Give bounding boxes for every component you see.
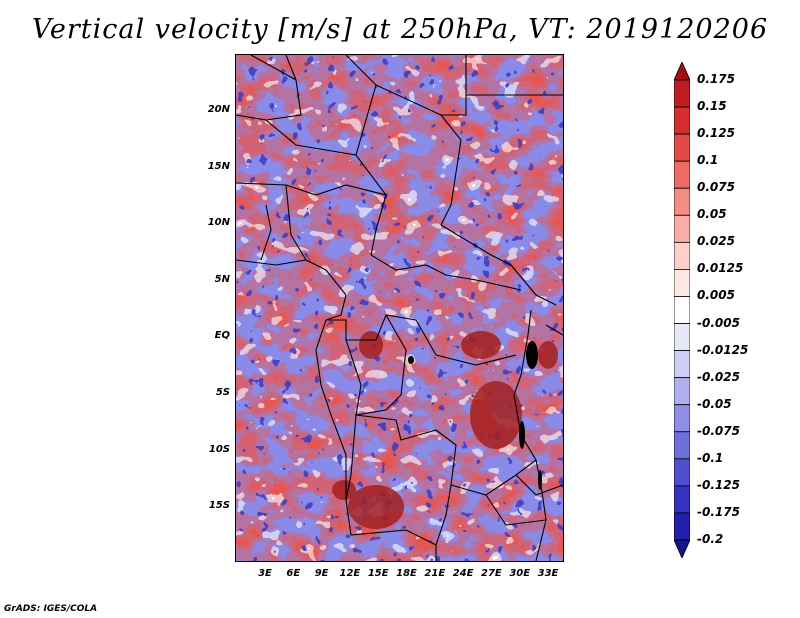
colorbar-level-label: 0.125 xyxy=(697,126,735,141)
lat-tick-label: EQ xyxy=(214,330,230,342)
colorbar-level-label: -0.125 xyxy=(697,477,740,492)
colorbar-swatch xyxy=(674,350,690,379)
colorbar-level-label: 0.005 xyxy=(697,288,735,303)
lon-tick-label: 33E xyxy=(537,568,559,579)
colorbar-swatch xyxy=(674,404,690,433)
lat-tick-label: 5N xyxy=(214,273,230,285)
lon-tick-label: 15E xyxy=(367,568,389,579)
colorbar-level-label: -0.05 xyxy=(697,396,732,411)
colorbar-level-label: -0.025 xyxy=(697,369,740,384)
colorbar-swatch xyxy=(674,187,690,216)
velocity-field-map xyxy=(236,55,563,561)
colorbar xyxy=(674,62,690,558)
lat-tick-label: 5S xyxy=(215,387,230,398)
lat-tick-label: 15N xyxy=(207,160,230,172)
colorbar-level-label: -0.1 xyxy=(697,450,724,465)
colorbar-swatch xyxy=(674,512,690,541)
colorbar-level-label: 0.1 xyxy=(697,153,719,168)
lakes xyxy=(408,341,542,490)
strong-ascent-areas xyxy=(332,331,558,529)
colorbar-swatch xyxy=(674,485,690,514)
lon-tick-label: 18E xyxy=(396,568,417,579)
colorbar-swatch xyxy=(674,458,690,487)
lon-tick-label: 30E xyxy=(509,568,531,579)
colorbar-swatch xyxy=(674,214,690,243)
colorbar-swatch xyxy=(674,323,690,351)
colorbar-swatch xyxy=(674,62,690,81)
colorbar-swatch xyxy=(674,133,690,162)
lon-tick-label: 6E xyxy=(286,568,301,579)
colorbar-level-label: 0.15 xyxy=(697,99,727,114)
map-title: Vertical velocity [m/s] at 250hPa, VT: 2… xyxy=(31,14,769,45)
lon-tick-label: 21E xyxy=(424,568,446,579)
map-panel xyxy=(235,54,564,562)
colorbar-swatch xyxy=(674,241,690,270)
colorbar-swatch xyxy=(674,539,690,558)
colorbar-swatch xyxy=(674,377,690,406)
lon-tick-label: 9E xyxy=(314,568,329,579)
colorbar-level-label: -0.075 xyxy=(697,423,740,438)
lon-tick-label: 24E xyxy=(452,568,474,579)
lon-tick-label: 12E xyxy=(339,568,361,579)
descent-field xyxy=(236,55,563,561)
lon-tick-label: 3E xyxy=(258,568,272,579)
colorbar-swatch xyxy=(674,296,690,324)
colorbar-level-label: -0.005 xyxy=(697,315,740,330)
colorbar-level-label: 0.025 xyxy=(697,234,735,249)
colorbar-swatch xyxy=(674,431,690,460)
colorbar-level-label: 0.0125 xyxy=(697,261,744,276)
lat-tick-label: 10S xyxy=(208,443,230,455)
colorbar-level-label: 0.075 xyxy=(697,180,735,195)
colorbar-swatch xyxy=(674,106,690,135)
country-borders xyxy=(236,55,563,561)
lat-tick-label: 20N xyxy=(207,104,230,115)
colorbar-level-label: 0.05 xyxy=(697,207,727,222)
colorbar-level-label: -0.2 xyxy=(697,532,724,546)
colorbar-swatch xyxy=(674,269,690,297)
software-credit: GrADS: IGES/COLA xyxy=(4,604,98,614)
lat-tick-label: 15S xyxy=(208,500,230,512)
colorbar-level-label: 0.175 xyxy=(697,72,735,86)
colorbar-swatch xyxy=(674,160,690,189)
colorbar-level-label: -0.0125 xyxy=(697,342,749,357)
lat-tick-label: 10N xyxy=(207,217,230,229)
colorbar-level-label: -0.175 xyxy=(697,504,740,519)
lon-tick-label: 27E xyxy=(481,568,502,579)
colorbar-swatch xyxy=(674,79,690,108)
